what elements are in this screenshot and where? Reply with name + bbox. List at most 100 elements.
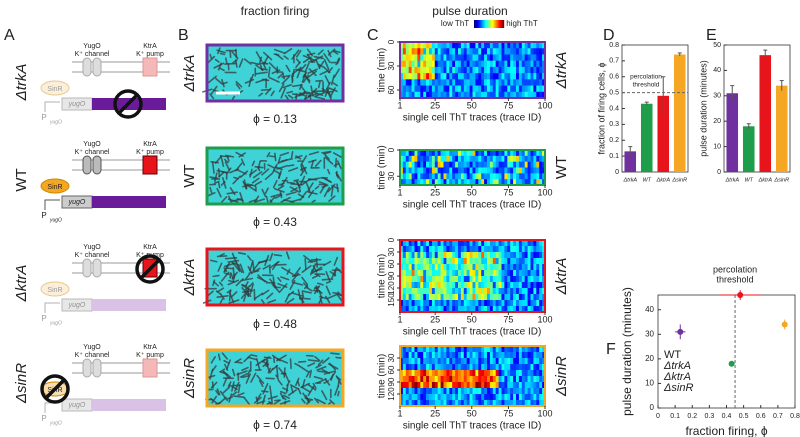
cell xyxy=(233,395,245,398)
heatmap-cell xyxy=(449,394,453,401)
heatmap-cell xyxy=(469,270,473,277)
heatmap-cell xyxy=(492,150,496,157)
cell xyxy=(321,87,330,95)
heatmap-cell xyxy=(411,358,415,365)
heatmap-cell xyxy=(440,376,444,383)
heatmap-cell xyxy=(539,294,543,301)
heatmap-cell xyxy=(449,364,453,371)
heatmap-cell xyxy=(408,79,412,86)
heatmap-cell xyxy=(466,85,470,93)
heatmap-cell xyxy=(492,382,496,389)
heatmap-cell xyxy=(498,376,502,383)
heatmap-cell xyxy=(426,258,430,265)
heatmap-cell xyxy=(533,167,537,174)
heatmap-cell xyxy=(536,300,540,307)
cell xyxy=(287,94,294,99)
heatmap-cell xyxy=(516,294,520,301)
heatmap-cell xyxy=(437,264,441,271)
heatmap-cell xyxy=(539,91,543,99)
cell xyxy=(333,270,337,277)
heatmap-cell xyxy=(400,167,404,174)
heatmap-cell xyxy=(478,48,482,55)
heatmap-cell xyxy=(481,376,485,383)
x-tick-label: 0.2 xyxy=(687,413,697,420)
cell xyxy=(276,164,289,170)
heatmap-cell xyxy=(521,246,525,253)
heatmap-cell xyxy=(440,173,444,180)
cell xyxy=(224,161,230,171)
heatmap-cell xyxy=(463,60,467,68)
heatmap-cell xyxy=(510,161,514,168)
bar xyxy=(775,85,788,172)
cell xyxy=(223,262,235,268)
heatmap-cell xyxy=(440,370,444,377)
cell xyxy=(241,284,252,291)
heatmap-cell xyxy=(516,79,520,86)
cell xyxy=(221,177,227,189)
heatmap-cell xyxy=(501,270,505,277)
heatmap-cell xyxy=(518,258,523,265)
heatmap-cell xyxy=(466,54,470,61)
heatmap-cell xyxy=(524,246,528,253)
heatmap-cell xyxy=(492,60,496,68)
heatmap-cell xyxy=(516,258,520,265)
heatmap-cell xyxy=(472,300,476,307)
cell xyxy=(282,84,292,89)
heatmap-cell xyxy=(472,346,476,353)
heatmap-cell xyxy=(460,294,465,301)
heatmap-cell xyxy=(533,376,537,383)
heatmap-cell xyxy=(402,73,407,80)
heatmap-cell xyxy=(481,54,485,61)
heatmap-cell xyxy=(434,91,438,99)
heatmap-cell xyxy=(487,376,491,383)
heatmap-cell xyxy=(492,167,496,174)
heatmap-cell xyxy=(417,173,421,180)
heatmap-cell xyxy=(417,346,421,353)
heatmap-cell xyxy=(498,60,502,68)
cell xyxy=(211,365,217,373)
cell xyxy=(277,72,284,79)
heatmap-cell xyxy=(527,48,531,55)
heatmap-cell xyxy=(402,300,407,307)
channel xyxy=(92,258,102,278)
heatmap-cell xyxy=(507,54,511,61)
cell xyxy=(222,386,231,394)
heatmap-cell xyxy=(426,42,430,49)
promoter-arrow xyxy=(44,199,60,210)
heatmap-cell xyxy=(405,66,409,74)
heatmap-cell xyxy=(516,376,520,383)
cell xyxy=(231,391,238,396)
heatmap-cell xyxy=(437,358,441,365)
heatmap-cell xyxy=(504,294,508,301)
heatmap-cell xyxy=(446,300,450,307)
heatmap-cell xyxy=(449,382,453,389)
heatmap-cell xyxy=(437,66,441,74)
cell xyxy=(217,181,221,189)
heatmap-cell xyxy=(492,173,496,180)
heatmap-cell xyxy=(426,352,430,359)
heatmap-cell xyxy=(463,294,467,301)
heatmap-cell xyxy=(510,264,514,271)
heatmap-cell xyxy=(489,282,494,289)
y-tick-label: 0 xyxy=(615,169,619,176)
cell xyxy=(307,87,318,97)
cell xyxy=(301,276,309,286)
heatmap-cell xyxy=(507,73,511,80)
threshold-label: threshold xyxy=(633,81,660,88)
heatmap-cell xyxy=(431,306,436,313)
heatmap-cell xyxy=(527,167,531,174)
heatmap-cell xyxy=(417,66,421,74)
heatmap-cell xyxy=(516,60,520,68)
heatmap-cell xyxy=(507,155,511,162)
heatmap-cell xyxy=(487,48,491,55)
heatmap-cell xyxy=(489,240,494,247)
heatmap-cell xyxy=(533,150,537,157)
heatmap-cell xyxy=(510,54,514,61)
heatmap-cell xyxy=(524,240,528,247)
heatmap-cell xyxy=(463,66,467,74)
heatmap-cell xyxy=(536,358,540,365)
heatmap-cell xyxy=(472,282,476,289)
heatmap-cell xyxy=(417,370,421,377)
heatmap-cell xyxy=(429,294,433,301)
heatmap-cell xyxy=(400,258,404,265)
